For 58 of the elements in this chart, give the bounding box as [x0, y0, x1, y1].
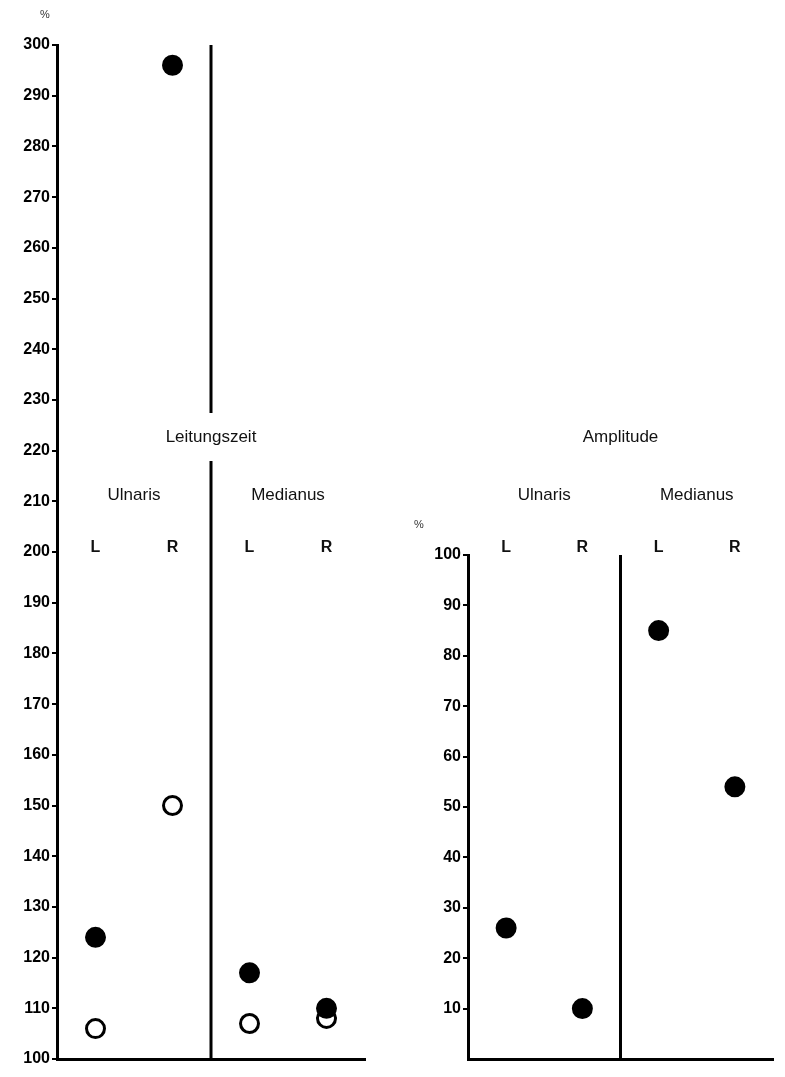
y-tick-label: 260: [23, 238, 51, 256]
y-axis-title: %: [40, 8, 50, 20]
y-tick-label: 100: [434, 545, 462, 563]
y-tick-label: 40: [443, 847, 462, 865]
x-tick-label: L: [501, 538, 512, 556]
y-tick-label: 90: [443, 595, 462, 613]
point: [239, 1013, 260, 1035]
y-tick-label: 140: [23, 846, 51, 864]
x-tick-label: R: [166, 538, 179, 556]
point: [648, 620, 670, 642]
chart-title: Amplitude: [570, 413, 671, 461]
y-tick-label: 110: [24, 998, 51, 1016]
y-tick-label: 290: [23, 86, 51, 104]
y-tick-label: 190: [23, 593, 51, 611]
y-tick-label: 300: [23, 35, 51, 53]
y-tick-label: 180: [23, 643, 51, 661]
point: [85, 1018, 106, 1040]
y-tick-label: 150: [23, 795, 51, 813]
y-tick-label: 120: [23, 948, 51, 966]
y-tick-label: 20: [443, 948, 462, 966]
text: Medianus: [659, 485, 734, 505]
y-tick-label: 230: [23, 390, 51, 408]
point: [85, 926, 106, 948]
x-tick-label: R: [576, 538, 589, 556]
y-tick-label: 200: [23, 542, 51, 560]
y-tick-label: 170: [23, 694, 51, 712]
y-axis-title: %: [414, 518, 424, 530]
point: [495, 917, 517, 939]
x-tick-label: L: [90, 538, 101, 556]
y-tick-label: 100: [23, 1049, 51, 1067]
y-tick-label: 130: [23, 897, 51, 915]
y-tick-label: 270: [23, 187, 51, 205]
point: [239, 962, 260, 984]
y-tick-label: 70: [443, 696, 462, 714]
y-tick-label: 30: [443, 898, 462, 916]
x-tick-label: L: [244, 538, 255, 556]
y-tick-label: 240: [23, 339, 51, 357]
point: [162, 795, 183, 816]
x-tick-label: R: [729, 538, 741, 556]
y-tick-label: 280: [23, 136, 51, 154]
annotation: Medianus: [251, 485, 325, 505]
y-tick-label: 220: [23, 441, 51, 459]
y-tick-label: 10: [443, 999, 462, 1017]
annotation: Ulnaris: [107, 485, 161, 505]
x-tick-label: L: [653, 538, 664, 556]
point: [571, 998, 593, 1020]
y-tick-label: 210: [23, 491, 51, 509]
text: Leitungszeit: [153, 413, 269, 461]
x-tick-label: R: [320, 538, 333, 556]
text: Ulnaris: [517, 485, 571, 505]
y-tick-label: 160: [23, 745, 51, 763]
y-tick-label: 80: [443, 646, 462, 664]
point: [316, 997, 337, 1019]
point: [724, 776, 746, 798]
y-tick-label: 50: [443, 797, 462, 815]
y-tick-label: 250: [23, 288, 51, 306]
y-tick-label: 60: [443, 747, 462, 765]
point: [162, 54, 183, 76]
